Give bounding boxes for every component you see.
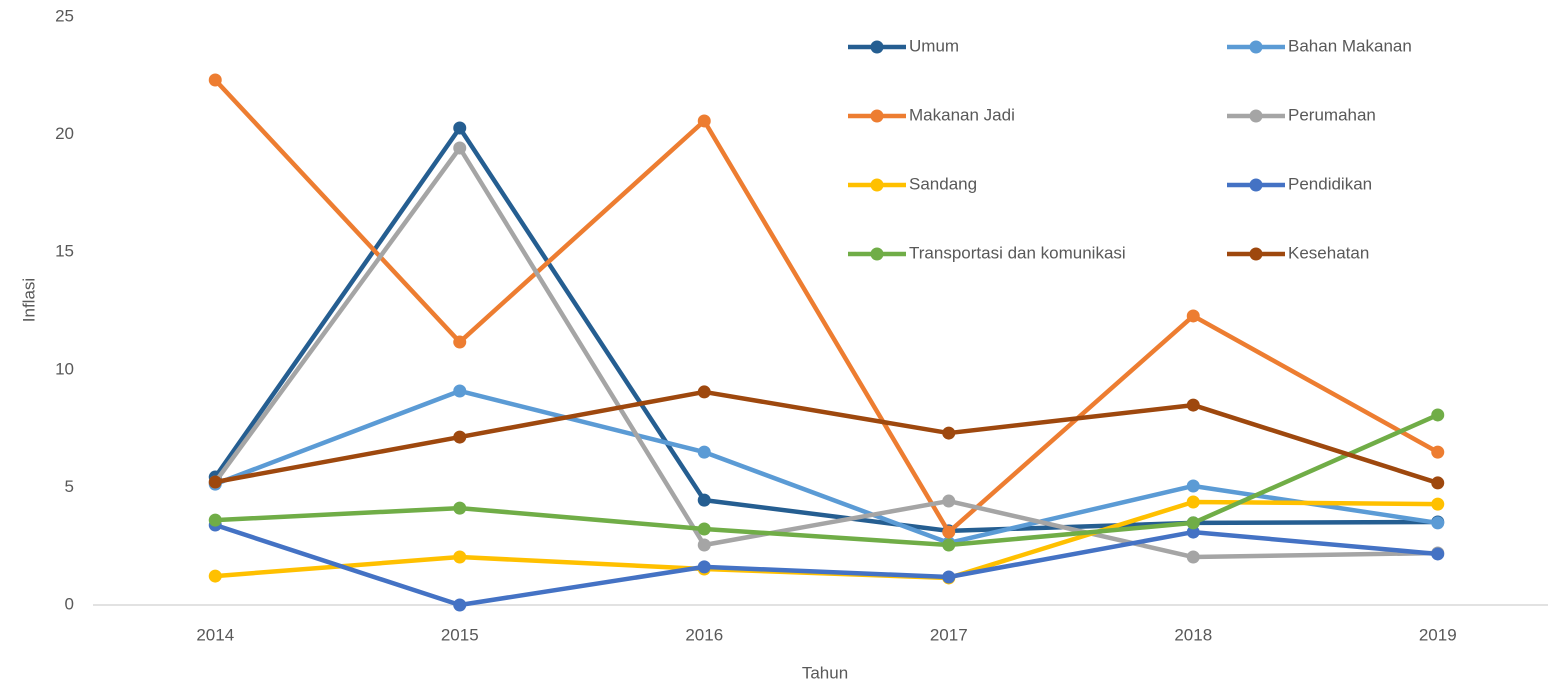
data-point xyxy=(697,114,711,128)
series-line xyxy=(213,125,1438,534)
series-line xyxy=(214,389,1439,486)
data-point xyxy=(1431,516,1445,530)
data-point xyxy=(453,550,467,564)
data-point xyxy=(453,598,467,612)
data-point xyxy=(208,475,222,489)
series-line xyxy=(214,388,1439,546)
legend-marker xyxy=(1249,109,1263,123)
series-line xyxy=(213,145,1438,560)
data-point xyxy=(453,501,467,515)
data-point xyxy=(1186,309,1200,323)
x-tick-label: 2016 xyxy=(685,625,723,644)
y-tick-label: 10 xyxy=(55,359,74,378)
legend-label: Perumahan xyxy=(1288,105,1376,124)
legend-marker xyxy=(1249,247,1263,261)
data-point xyxy=(697,445,711,459)
x-tick-label: 2019 xyxy=(1419,625,1457,644)
data-point xyxy=(1431,547,1445,561)
y-tick-label: 0 xyxy=(65,594,74,613)
data-point xyxy=(942,570,956,584)
data-point xyxy=(1186,550,1200,564)
legend-marker xyxy=(1249,178,1263,192)
data-point xyxy=(1431,445,1445,459)
y-axis-title: Inflasi xyxy=(19,278,38,322)
legend-label: Transportasi dan komunikasi xyxy=(909,243,1126,262)
data-point xyxy=(1186,398,1200,412)
data-point xyxy=(1186,479,1200,493)
data-point xyxy=(208,73,222,87)
data-point xyxy=(697,522,711,536)
data-point xyxy=(1186,525,1200,539)
legend-label: Umum xyxy=(909,36,959,55)
data-point xyxy=(697,560,711,574)
legend-marker xyxy=(870,40,884,54)
data-point xyxy=(1186,516,1200,530)
x-axis-title: Tahun xyxy=(802,663,848,682)
legend-marker xyxy=(1249,40,1263,54)
legend-label: Makanan Jadi xyxy=(909,105,1015,124)
data-point xyxy=(1431,476,1445,490)
y-tick-label: 15 xyxy=(55,242,74,261)
legend-label: Bahan Makanan xyxy=(1288,36,1412,55)
data-point xyxy=(697,385,711,399)
data-point xyxy=(453,335,467,349)
data-point xyxy=(942,525,956,539)
data-point xyxy=(942,494,956,508)
data-point xyxy=(453,121,467,135)
x-tick-label: 2014 xyxy=(196,625,234,644)
data-point xyxy=(453,384,467,398)
legend-marker xyxy=(870,247,884,261)
series-line xyxy=(215,412,1439,548)
data-point xyxy=(1431,408,1445,422)
legend-label: Kesehatan xyxy=(1288,243,1369,262)
x-tick-label: 2017 xyxy=(930,625,968,644)
data-point xyxy=(942,426,956,440)
data-point xyxy=(1186,495,1200,509)
y-tick-label: 25 xyxy=(55,6,74,25)
data-point xyxy=(942,538,956,552)
data-point xyxy=(697,538,711,552)
legend-label: Sandang xyxy=(909,174,977,193)
legend-marker xyxy=(870,178,884,192)
data-point xyxy=(453,430,467,444)
data-point xyxy=(208,569,222,583)
y-tick-label: 5 xyxy=(65,477,74,496)
data-point xyxy=(453,141,467,155)
y-tick-label: 20 xyxy=(55,124,74,143)
x-tick-label: 2018 xyxy=(1174,625,1212,644)
data-point xyxy=(1431,497,1445,511)
legend-label: Pendidikan xyxy=(1288,174,1372,193)
data-point xyxy=(697,493,711,507)
series-line xyxy=(214,522,1438,608)
x-tick-label: 2015 xyxy=(441,625,479,644)
data-point xyxy=(208,513,222,527)
legend-marker xyxy=(870,109,884,123)
series-line xyxy=(213,78,1439,535)
